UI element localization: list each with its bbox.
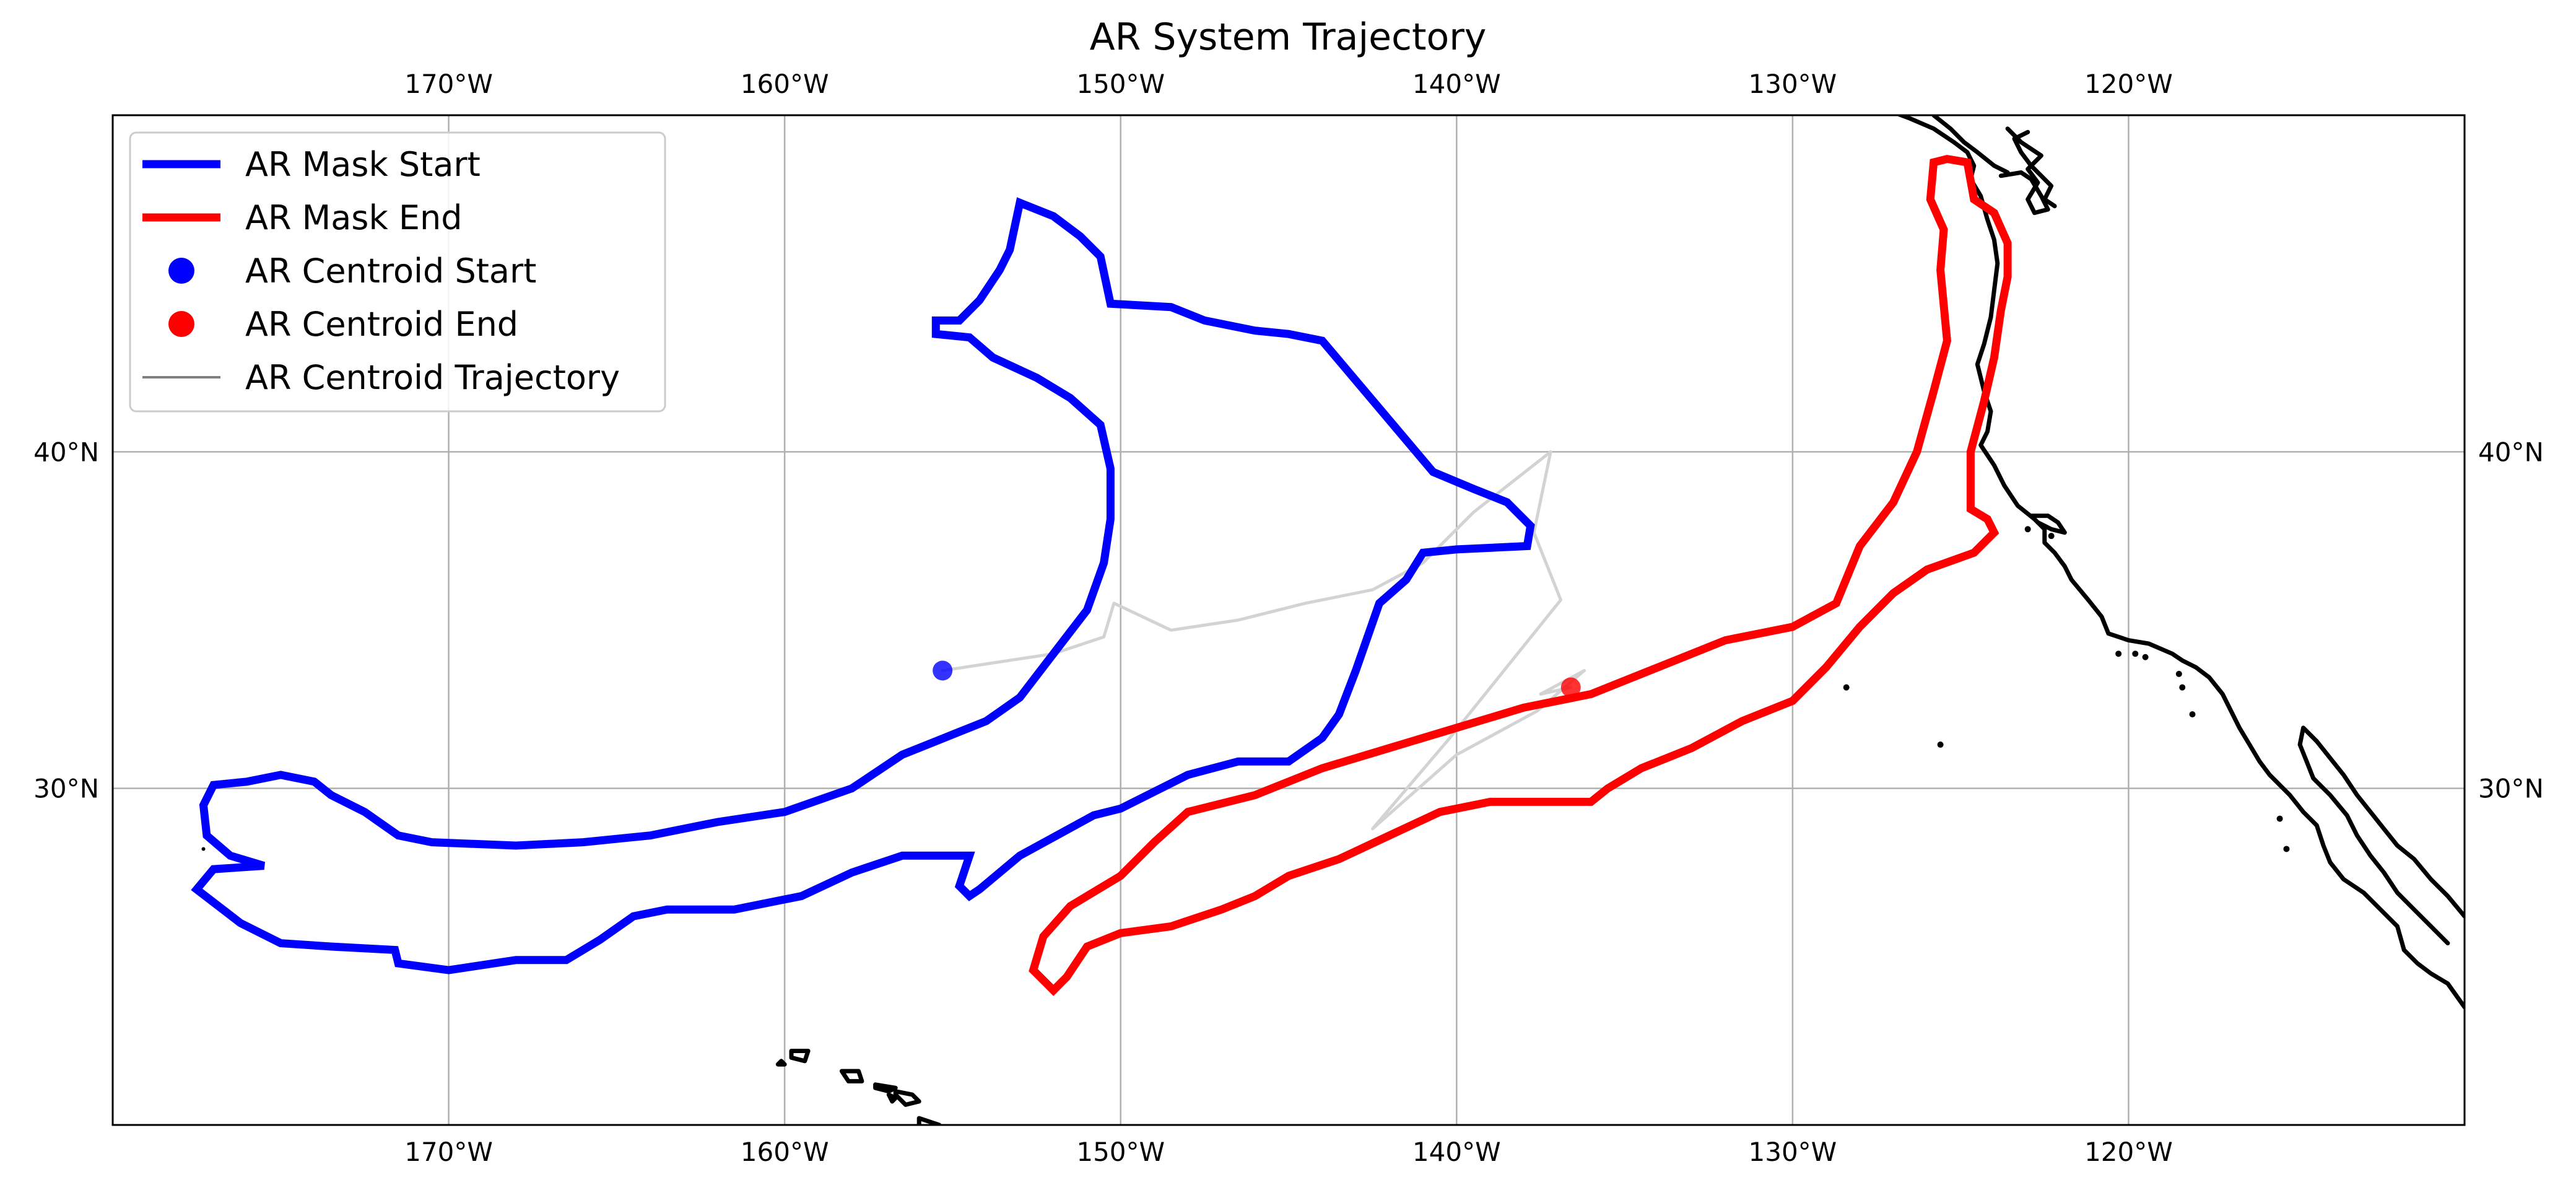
centroid-layer	[933, 660, 1581, 698]
lon-tick-label-top: 170°W	[404, 69, 493, 99]
small-island	[1843, 684, 1850, 691]
small-island	[2048, 533, 2055, 540]
centroid-trajectory-layer	[941, 450, 1586, 831]
centroid-trajectory-line	[941, 450, 1586, 831]
ar-mask-start-contour	[191, 197, 1535, 974]
coastline	[1998, 126, 2050, 216]
lon-tick-label-bottom: 130°W	[1749, 1137, 1837, 1167]
lat-tick-label-left: 40°N	[33, 437, 99, 467]
lon-tick-label-top: 120°W	[2084, 69, 2173, 99]
legend-label: AR Mask End	[245, 198, 463, 237]
legend-label: AR Centroid End	[245, 305, 518, 344]
lat-tick-label-left: 30°N	[33, 774, 99, 804]
lon-tick-label-bottom: 140°W	[1412, 1137, 1501, 1167]
lon-tick-label-bottom: 160°W	[741, 1137, 829, 1167]
axis-tick-labels: 170°W 170°W 160°W 160°W 150°W 150°W 140°W 140°W…	[33, 69, 2544, 1167]
ar-mask-layer	[191, 154, 2012, 996]
island-coastline	[873, 1082, 898, 1094]
ar-mask-end-contour	[1029, 154, 2012, 996]
small-island	[2179, 684, 2186, 691]
coastline	[1931, 115, 2010, 175]
small-island	[1937, 742, 1944, 748]
map-title: AR System Trajectory	[1090, 15, 1487, 59]
lat-tick-label-right: 30°N	[2478, 774, 2544, 804]
island-coastline	[839, 1069, 864, 1083]
lon-tick-label-top: 130°W	[1749, 69, 1837, 99]
legend[interactable]: AR Mask Start AR Mask End AR Centroid Star…	[129, 131, 666, 413]
ar-centroid-start-marker	[933, 660, 953, 681]
ar-centroid-end-marker	[1560, 677, 1581, 698]
island-coastline	[893, 1089, 921, 1107]
island-coastline	[775, 1059, 787, 1067]
coastlines	[201, 115, 2465, 1125]
small-island	[2283, 846, 2290, 852]
legend-entry[interactable]: AR Centroid Trajectory	[142, 358, 620, 397]
plot-frame	[111, 114, 2466, 1126]
lon-tick-label-top: 140°W	[1412, 69, 1501, 99]
legend-label: AR Mask Start	[245, 145, 481, 184]
lon-tick-label-top: 160°W	[741, 69, 829, 99]
small-island	[2024, 526, 2031, 533]
island-coastline	[789, 1049, 811, 1064]
legend-box	[129, 131, 666, 413]
island-coastline	[886, 1092, 898, 1104]
lon-tick-label-bottom: 120°W	[2084, 1137, 2173, 1167]
small-island	[2132, 650, 2139, 657]
legend-entry[interactable]: AR Centroid Start	[168, 252, 536, 291]
lon-tick-label-bottom: 150°W	[1076, 1137, 1165, 1167]
coastline	[2297, 725, 2465, 946]
small-island	[2189, 711, 2196, 718]
coastline	[2029, 514, 2067, 535]
lon-tick-label-bottom: 170°W	[404, 1137, 493, 1167]
small-island	[2276, 815, 2283, 822]
coastline	[1895, 115, 2465, 1010]
legend-entry[interactable]: AR Mask End	[142, 198, 463, 237]
legend-entry[interactable]: AR Mask Start	[142, 145, 481, 184]
small-island	[2175, 670, 2182, 677]
small-island	[2115, 650, 2122, 657]
small-island	[2142, 654, 2149, 660]
lon-tick-label-top: 150°W	[1076, 69, 1165, 99]
coastline	[2012, 129, 2057, 209]
lat-tick-label-right: 40°N	[2478, 437, 2544, 467]
small-island	[201, 847, 206, 851]
legend-dot-swatch	[168, 311, 194, 337]
legend-entry[interactable]: AR Centroid End	[168, 305, 518, 344]
legend-label: AR Centroid Start	[245, 252, 536, 291]
legend-label: AR Centroid Trajectory	[245, 358, 620, 397]
legend-dot-swatch	[168, 258, 194, 284]
